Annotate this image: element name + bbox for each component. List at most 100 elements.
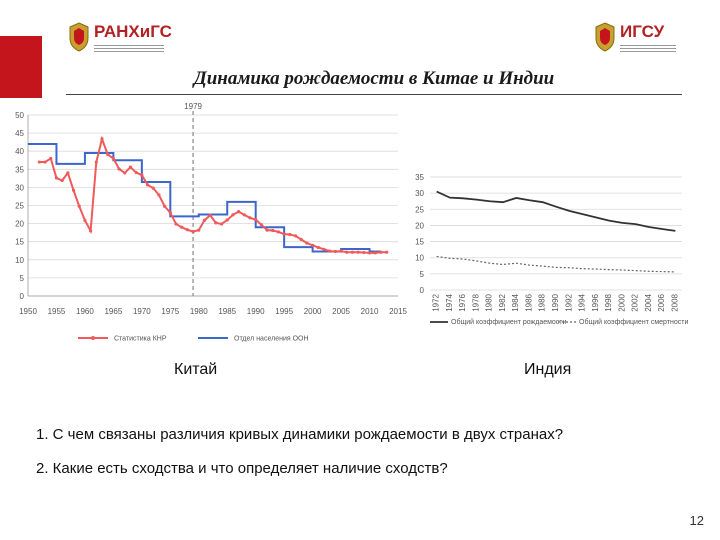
data-point bbox=[185, 228, 189, 232]
y-tick-label: 5 bbox=[20, 274, 25, 283]
data-point bbox=[231, 213, 235, 217]
china-caption: Китай bbox=[174, 361, 218, 378]
x-tick-label: 1988 bbox=[538, 293, 547, 311]
x-tick-label: 1972 bbox=[432, 293, 441, 311]
x-tick-label: 1980 bbox=[190, 307, 208, 316]
data-point bbox=[356, 250, 360, 254]
data-point bbox=[145, 183, 150, 187]
x-tick-label: 1990 bbox=[551, 293, 560, 311]
x-tick-label: 1986 bbox=[524, 293, 533, 311]
x-tick-label: 1950 bbox=[19, 307, 37, 316]
emblem-icon bbox=[69, 22, 89, 52]
data-point bbox=[54, 176, 59, 180]
x-tick-label: 1974 bbox=[445, 293, 454, 311]
x-tick-label: 2005 bbox=[332, 307, 350, 316]
x-tick-label: 1998 bbox=[604, 293, 613, 311]
y-tick-label: 5 bbox=[420, 270, 425, 279]
x-tick-label: 2004 bbox=[644, 293, 653, 311]
x-tick-label: 1985 bbox=[218, 307, 236, 316]
y-tick-label: 15 bbox=[415, 238, 424, 247]
y-tick-label: 25 bbox=[15, 202, 24, 211]
x-tick-label: 1975 bbox=[161, 307, 179, 316]
data-point bbox=[254, 218, 258, 222]
annotation-label: 1979 bbox=[184, 102, 202, 111]
data-point bbox=[66, 171, 70, 175]
x-tick-label: 2010 bbox=[361, 307, 379, 316]
data-point bbox=[163, 204, 167, 208]
x-tick-label: 2000 bbox=[304, 307, 322, 316]
y-tick-label: 15 bbox=[15, 238, 24, 247]
data-point bbox=[328, 249, 332, 253]
data-point bbox=[89, 229, 93, 233]
x-tick-label: 1994 bbox=[578, 293, 587, 311]
data-point bbox=[197, 228, 201, 232]
x-tick-label: 2015 bbox=[389, 307, 407, 316]
y-tick-label: 40 bbox=[15, 147, 24, 156]
x-tick-label: 1978 bbox=[471, 293, 480, 311]
x-tick-label: 1965 bbox=[104, 307, 122, 316]
data-point bbox=[311, 243, 315, 247]
data-point bbox=[322, 247, 326, 251]
y-tick-label: 30 bbox=[415, 189, 424, 198]
y-tick-label: 25 bbox=[415, 205, 424, 214]
logo-left-subtitle bbox=[94, 43, 172, 52]
data-point bbox=[237, 210, 241, 214]
data-point bbox=[60, 178, 64, 183]
series-stats-line bbox=[39, 135, 387, 254]
data-point bbox=[37, 160, 41, 164]
x-tick-label: 1980 bbox=[485, 293, 494, 311]
data-point bbox=[379, 250, 383, 254]
page-number: 12 bbox=[689, 513, 704, 528]
legend-marker bbox=[91, 336, 95, 340]
logo-ranepa: РАНХиГС bbox=[68, 20, 172, 54]
y-tick-label: 45 bbox=[15, 129, 24, 138]
logo-left-name: РАНХиГС bbox=[94, 21, 172, 41]
data-point bbox=[367, 251, 372, 255]
data-point bbox=[225, 218, 229, 222]
data-point bbox=[49, 156, 53, 161]
data-point bbox=[276, 230, 281, 234]
accent-bar bbox=[0, 36, 42, 98]
emblem-icon bbox=[595, 22, 615, 52]
question-2: 2. Какие есть сходства и что определяет … bbox=[36, 460, 448, 477]
y-tick-label: 30 bbox=[15, 183, 24, 192]
slide-title: Динамика рождаемости в Китае и Индии bbox=[193, 68, 555, 89]
data-point bbox=[293, 234, 298, 238]
data-point bbox=[339, 249, 343, 253]
series-death-rate-line bbox=[436, 255, 676, 273]
legend-label-birth: Общий коэффициент рождаемости bbox=[451, 318, 567, 326]
question-1: 1. С чем связаны различия кривых динамик… bbox=[36, 426, 564, 443]
legend-label-un: Отдел населения ООН bbox=[234, 336, 309, 343]
y-tick-label: 10 bbox=[15, 256, 24, 265]
data-point bbox=[180, 225, 184, 229]
x-tick-label: 2000 bbox=[617, 293, 626, 311]
india-caption: Индия bbox=[524, 361, 572, 378]
data-point bbox=[288, 232, 292, 237]
data-point bbox=[168, 211, 172, 215]
x-tick-label: 2006 bbox=[657, 293, 666, 311]
data-point bbox=[242, 213, 246, 217]
series-un-line bbox=[28, 142, 381, 253]
y-tick-label: 35 bbox=[15, 165, 24, 174]
data-point bbox=[362, 250, 366, 255]
y-tick-label: 0 bbox=[20, 292, 25, 301]
data-point bbox=[151, 186, 155, 190]
x-tick-label: 1976 bbox=[458, 293, 467, 311]
data-point bbox=[157, 193, 161, 197]
x-tick-label: 2008 bbox=[670, 293, 679, 311]
x-tick-label: 2002 bbox=[631, 293, 640, 311]
x-tick-label: 1970 bbox=[133, 307, 151, 316]
data-point bbox=[316, 245, 320, 250]
data-point bbox=[106, 152, 110, 157]
data-point bbox=[299, 237, 303, 242]
data-point bbox=[83, 218, 87, 222]
data-point bbox=[123, 171, 127, 175]
x-tick-label: 1984 bbox=[511, 293, 520, 311]
data-point bbox=[174, 222, 178, 226]
data-point bbox=[77, 204, 81, 208]
series-birth-rate-line bbox=[436, 190, 676, 232]
y-tick-label: 20 bbox=[415, 221, 424, 230]
title-underline bbox=[66, 94, 682, 95]
data-point bbox=[100, 137, 104, 141]
x-tick-label: 1990 bbox=[247, 307, 265, 316]
